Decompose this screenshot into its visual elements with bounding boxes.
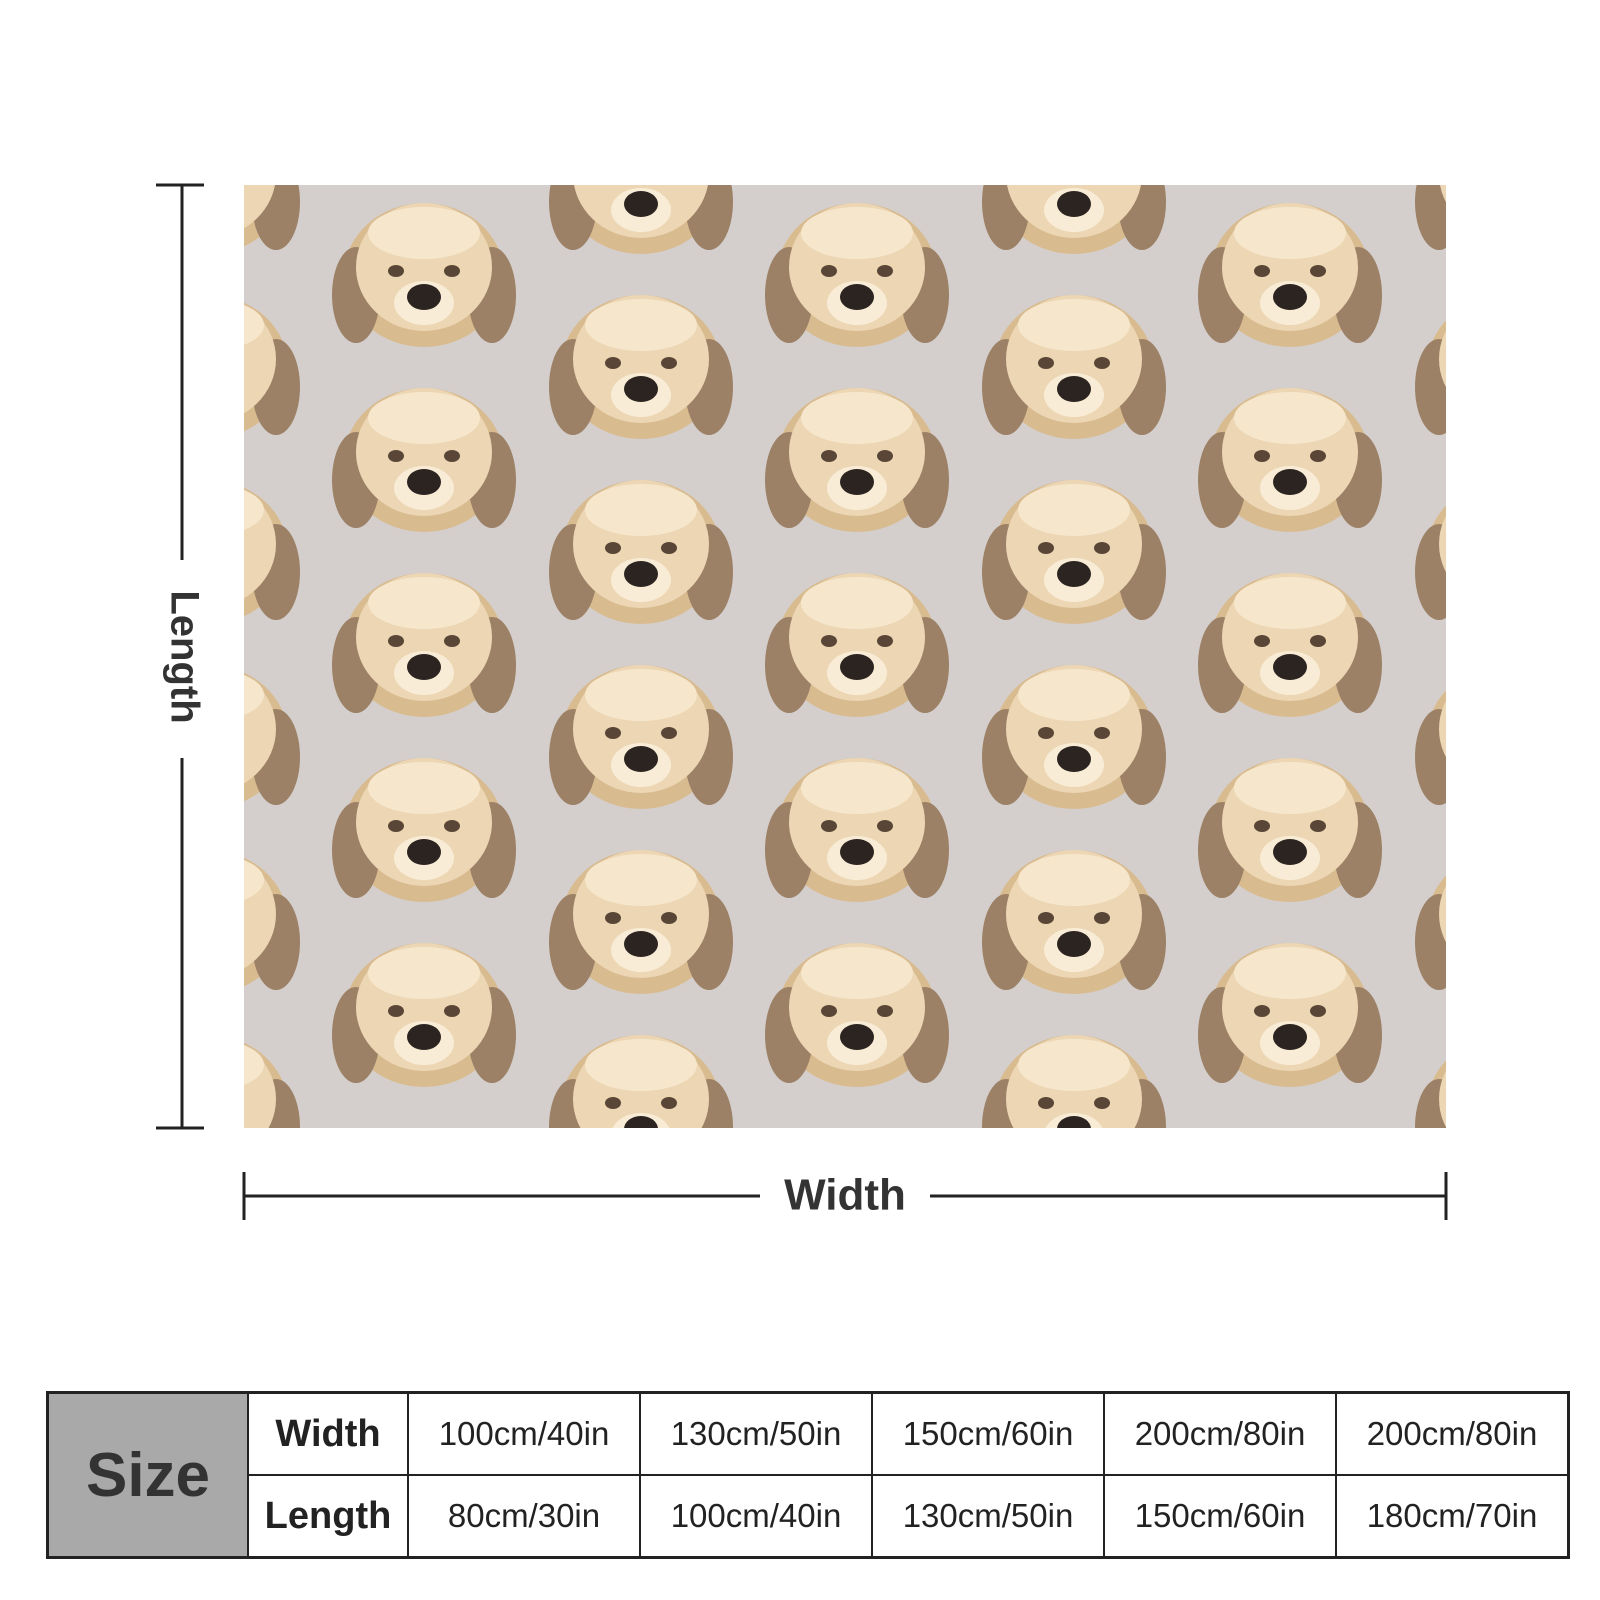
size-table: Size Width 100cm/40in 130cm/50in 150cm/60in 2… (46, 1391, 1570, 1559)
size-table-body: Size Width 100cm/40in 130cm/50in 150cm/60in 2… (46, 1391, 1570, 1559)
size-value: 130cm/50in (871, 1474, 1105, 1559)
size-row: Size Width 100cm/40in 130cm/50in 150cm/60in 2… (46, 1391, 1570, 1559)
size-value: 80cm/30in (407, 1474, 641, 1559)
product-illustration: Length Width (156, 183, 1448, 1220)
size-value: 100cm/40in (407, 1391, 641, 1476)
length-dimension (156, 183, 204, 1130)
length-label: Length (162, 590, 206, 723)
size-value: 200cm/80in (1103, 1391, 1337, 1476)
size-value: 150cm/60in (1103, 1474, 1337, 1559)
size-row: Length 80cm/30in 100cm/40in 130cm/50in 150cm… (48, 1474, 1570, 1559)
size-value: 180cm/70in (1335, 1474, 1570, 1559)
row-label: Length (247, 1474, 409, 1559)
size-value: 100cm/40in (639, 1474, 873, 1559)
row-label: Width (247, 1391, 409, 1476)
size-value: 130cm/50in (639, 1391, 873, 1476)
size-heading: Size (46, 1391, 249, 1559)
width-dimension (242, 1172, 1448, 1220)
width-label: Width (784, 1171, 906, 1220)
size-value: 150cm/60in (871, 1391, 1105, 1476)
size-value: 200cm/80in (1335, 1391, 1570, 1476)
dog-pattern (244, 185, 1446, 1128)
